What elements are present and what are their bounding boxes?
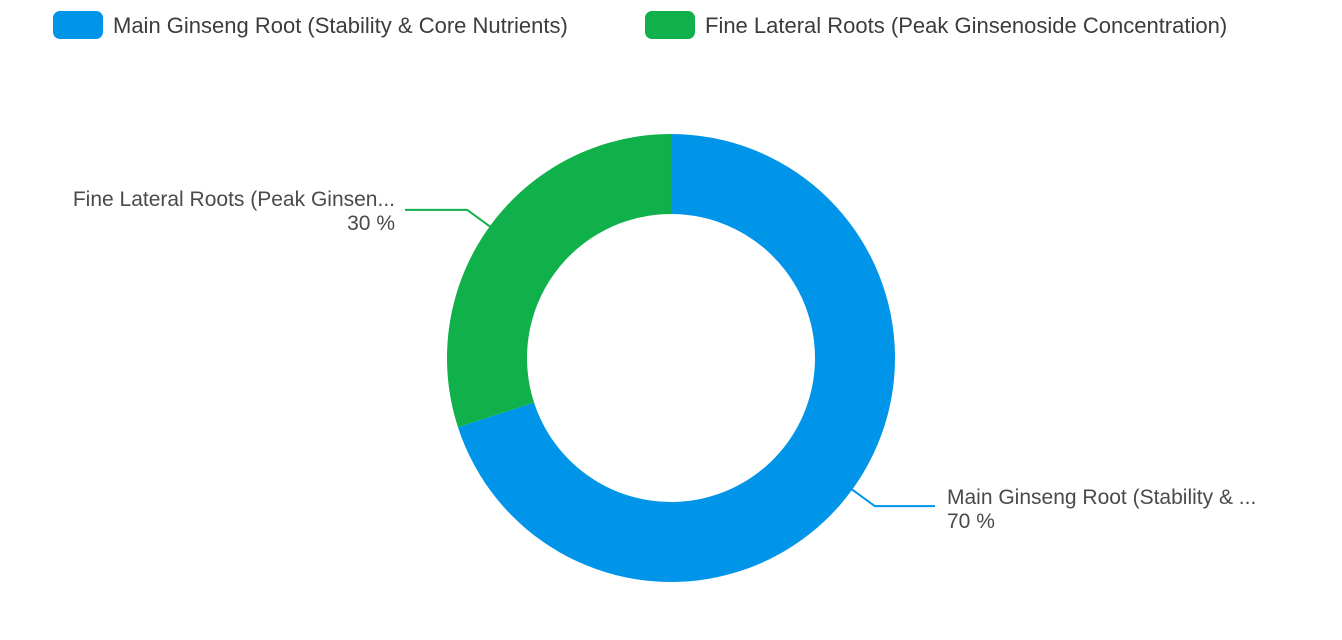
leader-line-main-root (850, 487, 935, 508)
legend-label-lateral-roots: Fine Lateral Roots (Peak Ginsenoside Con… (705, 13, 1227, 38)
callout-lateral-roots: Fine Lateral Roots (Peak Ginsen... 30 % (73, 188, 492, 235)
slice-lateral-roots[interactable] (447, 134, 671, 428)
legend-item-lateral-roots[interactable]: Fine Lateral Roots (Peak Ginsenoside Con… (645, 11, 1227, 39)
callout-main-root: Main Ginseng Root (Stability & ... 70 % (850, 486, 1256, 533)
legend-item-main-root[interactable]: Main Ginseng Root (Stability & Core Nutr… (53, 11, 568, 39)
legend-swatch-lateral-roots (645, 11, 695, 39)
callout-label-main-root: Main Ginseng Root (Stability & ... (947, 486, 1256, 509)
callout-value-lateral-roots: 30 % (347, 212, 395, 235)
legend-label-main-root: Main Ginseng Root (Stability & Core Nutr… (113, 13, 568, 38)
donut-slices (447, 134, 896, 582)
legend: Main Ginseng Root (Stability & Core Nutr… (53, 11, 1227, 39)
callout-value-main-root: 70 % (947, 510, 995, 533)
legend-swatch-main-root (53, 11, 103, 39)
slice-main-root[interactable] (457, 134, 896, 582)
leader-line-lateral-roots (405, 208, 492, 229)
callout-label-lateral-roots: Fine Lateral Roots (Peak Ginsen... (73, 188, 395, 211)
